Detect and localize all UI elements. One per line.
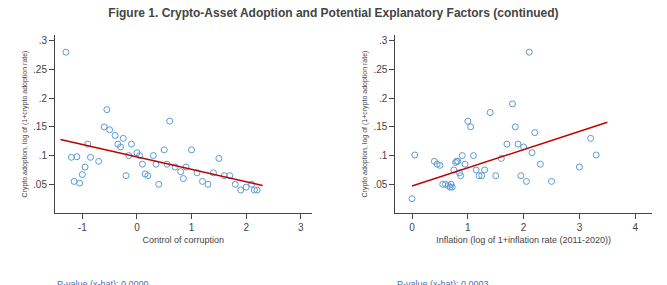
svg-text:-1: -1	[78, 222, 87, 233]
svg-text:.3: .3	[39, 35, 48, 46]
svg-text:2: 2	[521, 222, 527, 233]
svg-text:.3: .3	[379, 35, 388, 46]
svg-text:3: 3	[298, 222, 304, 233]
svg-text:.05: .05	[33, 179, 47, 190]
svg-text:Figure 1. Crypto-Asset Adoptio: Figure 1. Crypto-Asset Adoption and Pote…	[108, 6, 558, 20]
svg-text:.25: .25	[373, 64, 387, 75]
svg-text:2: 2	[243, 222, 249, 233]
svg-text:0: 0	[134, 222, 140, 233]
svg-text:1: 1	[189, 222, 195, 233]
svg-text:4: 4	[632, 222, 638, 233]
svg-text:P-value (x-hat): 0.0000: P-value (x-hat): 0.0000	[57, 279, 149, 285]
svg-text:.15: .15	[373, 121, 387, 132]
svg-text:Control of corruption: Control of corruption	[143, 235, 225, 245]
svg-text:0: 0	[409, 222, 415, 233]
svg-text:Crypto adoption, log of (1+cry: Crypto adoption, log of (1+crypto adopti…	[361, 51, 369, 198]
svg-text:Inflation (log of 1+inflation: Inflation (log of 1+inflation rate (2011…	[436, 235, 611, 245]
svg-text:.15: .15	[33, 121, 47, 132]
svg-text:.1: .1	[39, 150, 48, 161]
svg-text:.2: .2	[39, 93, 48, 104]
svg-text:P-value (x-hat): 0.0003: P-value (x-hat): 0.0003	[397, 279, 489, 285]
svg-text:.25: .25	[33, 64, 47, 75]
svg-text:3: 3	[577, 222, 583, 233]
svg-text:.1: .1	[379, 150, 388, 161]
svg-text:.2: .2	[379, 93, 388, 104]
svg-text:Crypto adoption, log of (1+cry: Crypto adoption, log of (1+crypto adopti…	[21, 51, 29, 198]
svg-text:.05: .05	[373, 179, 387, 190]
svg-text:1: 1	[465, 222, 471, 233]
